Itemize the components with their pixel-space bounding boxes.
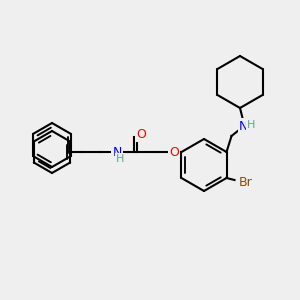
Text: H: H [116, 154, 124, 164]
Text: N: N [112, 146, 122, 158]
Text: N: N [239, 119, 248, 133]
Text: Br: Br [238, 176, 252, 190]
Text: O: O [136, 128, 146, 140]
Text: O: O [169, 146, 179, 158]
Text: H: H [247, 120, 256, 130]
